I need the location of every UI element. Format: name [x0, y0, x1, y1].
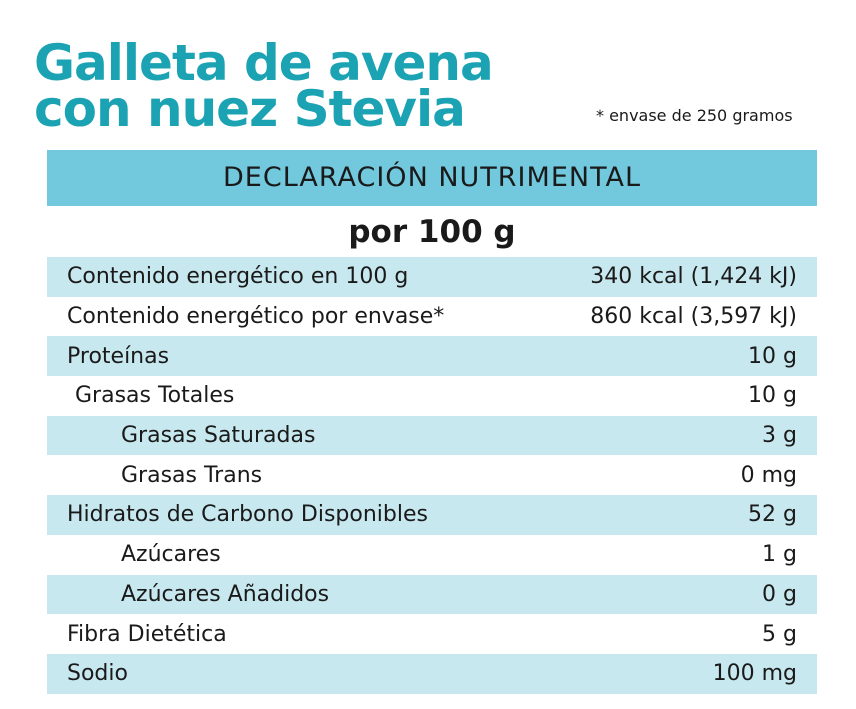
label: Grasas Saturadas — [121, 423, 316, 449]
row: Azúcares Añadidos 0 g — [47, 574, 817, 615]
title: Galleta de avena — [34, 34, 494, 92]
value: 10 g — [748, 383, 797, 409]
row: Grasas Saturadas 3 g — [47, 415, 817, 456]
note: * envase de 250 gramos — [596, 106, 793, 125]
label: Contenido energético en 100 g — [67, 264, 409, 290]
label: Grasas Trans — [121, 462, 263, 488]
table-title: DECLARACIÓN NUTRIMENTAL — [47, 150, 817, 206]
label: Grasas Totales — [75, 383, 235, 409]
value: 3 g — [762, 423, 797, 449]
label: Contenido energético por envase* — [67, 304, 445, 330]
label: Azúcares Añadidos — [121, 581, 330, 607]
label: Fibra Dietética — [67, 621, 227, 647]
value: 52 g — [748, 502, 797, 528]
label: Sodio — [67, 661, 128, 687]
value: 860 kcal (3,597 kJ) — [590, 304, 797, 330]
row: Grasas Totales 10 g — [47, 376, 817, 416]
title: con nuez Stevia — [34, 80, 466, 138]
row: Azúcares 1 g — [47, 535, 817, 575]
value: 10 g — [748, 343, 797, 369]
row: Sodio 100 mg — [47, 653, 817, 694]
value: 340 kcal (1,424 kJ) — [590, 264, 797, 290]
row: Fibra Dietética 5 g — [47, 614, 817, 654]
label: Hidratos de Carbono Disponibles — [67, 502, 428, 528]
row: Proteínas 10 g — [47, 336, 817, 377]
table: Contenido energético en 100 g 340 kcal (1… — [47, 257, 817, 694]
row: Grasas Trans 0 mg — [47, 455, 817, 495]
row: Contenido energético en 100 g 340 kcal (1… — [47, 257, 817, 297]
table-subtitle: por 100 g — [348, 214, 516, 250]
value: 1 g — [762, 542, 797, 568]
row: Contenido energético por envase* 860 kcal… — [47, 297, 817, 337]
value: 5 g — [762, 621, 797, 647]
row: Hidratos de Carbono Disponibles 52 g — [47, 495, 817, 535]
value: 100 mg — [712, 661, 797, 687]
label: Proteínas — [67, 343, 170, 369]
value: 0 mg — [740, 462, 797, 488]
value: 0 g — [762, 581, 797, 607]
label: Azúcares — [121, 542, 221, 568]
